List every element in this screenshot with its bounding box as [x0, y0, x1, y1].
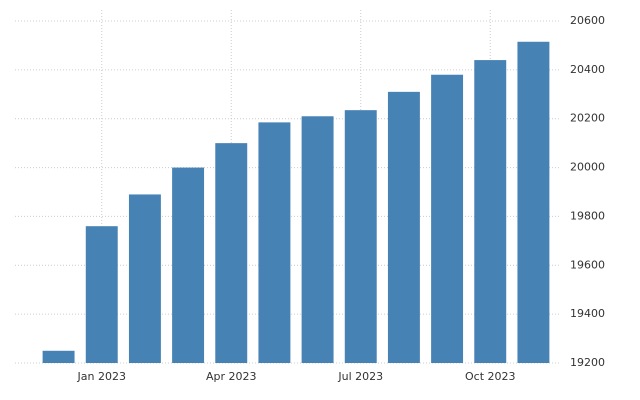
bar — [172, 167, 205, 363]
bar — [42, 350, 75, 363]
x-tick-label: Oct 2023 — [465, 370, 516, 383]
y-tick-label: 20400 — [570, 63, 605, 76]
y-tick-label: 19200 — [570, 356, 605, 369]
bar — [431, 74, 464, 363]
y-tick-label: 19800 — [570, 209, 605, 222]
bar — [474, 60, 507, 363]
y-tick-label: 19400 — [570, 307, 605, 320]
bar — [387, 91, 420, 363]
bar — [215, 143, 248, 363]
y-tick-label: 20000 — [570, 161, 605, 174]
y-tick-label: 20600 — [570, 14, 605, 27]
y-tick-label: 20200 — [570, 112, 605, 125]
x-tick-label: Jan 2023 — [77, 370, 126, 383]
bar — [85, 226, 118, 363]
x-tick-label: Jul 2023 — [337, 370, 383, 383]
bar — [344, 110, 377, 364]
bar — [517, 41, 550, 364]
bar — [128, 194, 161, 363]
y-tick-label: 19600 — [570, 258, 605, 271]
bar — [258, 122, 291, 363]
bar — [301, 116, 334, 364]
x-tick-label: Apr 2023 — [206, 370, 257, 383]
